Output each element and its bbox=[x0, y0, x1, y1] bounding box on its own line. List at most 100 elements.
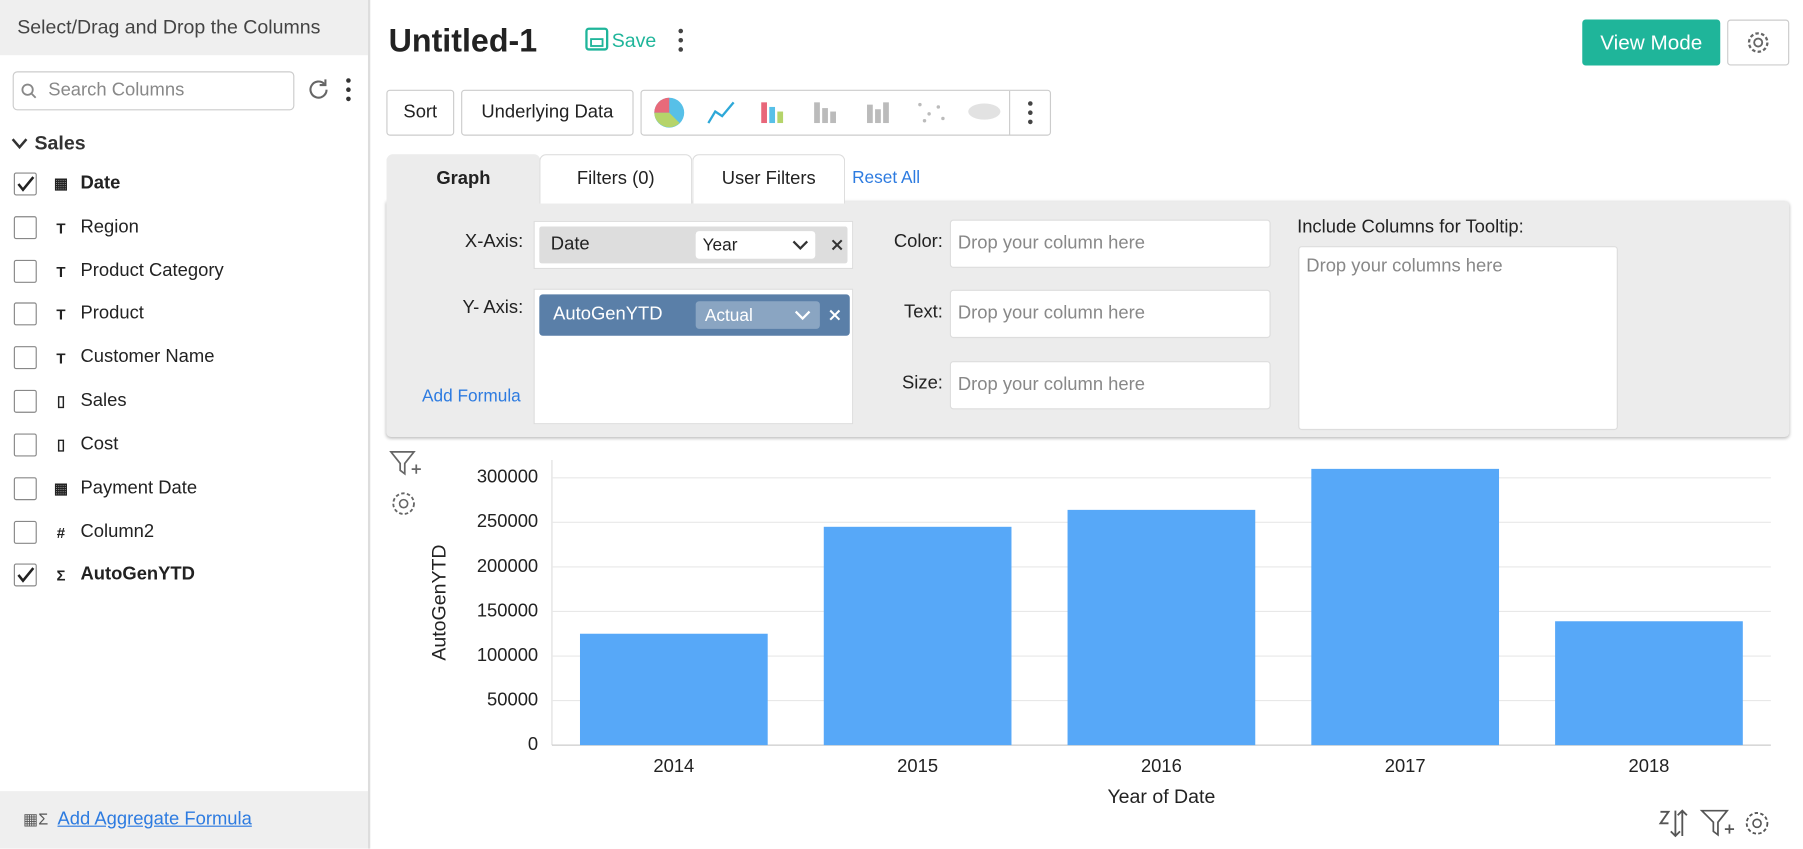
refresh-icon[interactable] bbox=[306, 77, 331, 102]
checkbox[interactable] bbox=[13, 302, 37, 326]
search-box[interactable]: Search Columns bbox=[12, 71, 295, 111]
y-axis-func[interactable]: Actual bbox=[695, 301, 820, 329]
column-name[interactable]: Column2 bbox=[80, 522, 155, 542]
pie-icon[interactable] bbox=[654, 97, 685, 128]
sidebar-header bbox=[0, 0, 368, 56]
column-name[interactable]: Region bbox=[80, 217, 139, 237]
x-axis-func[interactable]: Year bbox=[695, 231, 816, 259]
checkbox[interactable] bbox=[13, 520, 37, 544]
settings-icon[interactable] bbox=[1745, 812, 1769, 835]
footer-link[interactable]: Add Aggregate Formula bbox=[57, 809, 252, 830]
size-drop[interactable]: Drop your column here bbox=[949, 361, 1271, 410]
x-axis-column: Date bbox=[550, 234, 590, 255]
tooltip-drop[interactable]: Drop your columns here bbox=[1298, 246, 1618, 431]
number-icon: # bbox=[56, 523, 66, 542]
chart-settings-icon[interactable] bbox=[392, 492, 415, 515]
y-tick-label: 300000 bbox=[477, 466, 538, 487]
chart-type-icons bbox=[654, 90, 1033, 135]
save-label: Save bbox=[611, 29, 657, 52]
column-name[interactable]: Cost bbox=[80, 434, 119, 455]
bar bbox=[579, 633, 768, 746]
checkbox[interactable] bbox=[13, 433, 37, 457]
remove-icon[interactable] bbox=[829, 309, 841, 321]
tab[interactable]: Filters (0) bbox=[539, 154, 693, 204]
measure-icon: ▯ bbox=[56, 392, 66, 410]
underlying-data-button[interactable]: Underlying Data bbox=[461, 89, 634, 136]
report-title[interactable]: Untitled-1 bbox=[388, 22, 538, 59]
more-icon[interactable] bbox=[1028, 101, 1033, 125]
checkbox[interactable] bbox=[13, 172, 37, 196]
date-icon: ▦ bbox=[53, 174, 69, 193]
text-drop[interactable]: Drop your column here bbox=[949, 289, 1271, 339]
x-tick-label: 2014 bbox=[653, 755, 694, 776]
column-name[interactable]: Product bbox=[80, 303, 144, 324]
column-name[interactable]: Date bbox=[80, 173, 121, 194]
column-name[interactable]: Payment Date bbox=[80, 478, 198, 498]
column-name[interactable]: Product Category bbox=[80, 261, 224, 281]
tooltip-label: Include Columns for Tooltip: bbox=[1297, 217, 1524, 237]
column-name[interactable]: Sales bbox=[80, 390, 127, 411]
size-label: Size: bbox=[902, 373, 943, 394]
y-axis-pill[interactable]: AutoGenYTD Actual bbox=[539, 294, 850, 336]
line-icon[interactable] bbox=[707, 101, 735, 124]
filter-add-icon[interactable] bbox=[1699, 809, 1735, 837]
checkbox[interactable] bbox=[13, 389, 37, 413]
column-name[interactable]: Customer Name bbox=[80, 347, 215, 367]
group-header[interactable]: Sales bbox=[11, 132, 86, 155]
y-tick-label: 250000 bbox=[477, 510, 538, 531]
checkbox[interactable] bbox=[13, 563, 37, 587]
checkmark bbox=[17, 176, 35, 192]
reset-link[interactable]: Reset All bbox=[852, 167, 921, 188]
color-label: Color: bbox=[893, 232, 943, 252]
checkbox[interactable] bbox=[13, 477, 37, 501]
search-icon bbox=[21, 83, 37, 99]
remove-icon[interactable] bbox=[831, 239, 843, 251]
x-tick-label: 2016 bbox=[1141, 755, 1182, 776]
checkbox[interactable] bbox=[13, 346, 37, 370]
gear-icon bbox=[1747, 32, 1769, 53]
sort-icon[interactable] bbox=[1658, 809, 1688, 838]
x-tick-label: 2015 bbox=[897, 755, 938, 776]
checkbox[interactable] bbox=[13, 259, 37, 283]
sort-button[interactable]: Sort bbox=[386, 89, 455, 136]
search-placeholder: Search Columns bbox=[48, 80, 185, 101]
bar bbox=[823, 526, 1012, 746]
formula-icon: Σ bbox=[56, 566, 66, 584]
x-tick-label: 2018 bbox=[1629, 755, 1670, 776]
y-tick-label: 50000 bbox=[487, 688, 538, 709]
chevron bbox=[792, 240, 809, 251]
bar bbox=[1555, 621, 1743, 746]
tab[interactable]: User Filters bbox=[692, 154, 846, 204]
y-tick-label: 0 bbox=[528, 733, 538, 754]
more-icon[interactable] bbox=[345, 77, 352, 102]
save-button[interactable]: Save bbox=[584, 23, 656, 53]
add-formula-link[interactable]: Add Formula bbox=[422, 386, 521, 406]
x-axis-title: Year of Date bbox=[1107, 786, 1215, 808]
chart-bottom-tools bbox=[1658, 809, 1769, 838]
tab[interactable]: Graph bbox=[386, 154, 541, 204]
date-icon: ▦ bbox=[53, 479, 69, 497]
y-axis-label: Y- Axis: bbox=[462, 297, 524, 318]
x-axis-pill[interactable]: Date Year bbox=[539, 226, 848, 264]
filter-add-icon[interactable] bbox=[389, 451, 421, 476]
chevron bbox=[794, 310, 811, 321]
bar-icon[interactable] bbox=[761, 102, 784, 124]
save-icon bbox=[585, 27, 609, 51]
color-drop[interactable]: Drop your column here bbox=[949, 219, 1271, 268]
settings-button[interactable] bbox=[1727, 19, 1790, 66]
y-axis-title: AutoGenYTD bbox=[429, 544, 451, 660]
func-label: Actual bbox=[704, 305, 753, 326]
more-icon[interactable] bbox=[677, 28, 684, 53]
disabled-icons bbox=[814, 102, 1001, 124]
group-name: Sales bbox=[34, 132, 86, 155]
view-mode-button[interactable]: View Mode bbox=[1582, 19, 1721, 66]
y-axis-drop: AutoGenYTD Actual bbox=[533, 288, 854, 425]
checkbox[interactable] bbox=[13, 216, 37, 240]
x-axis-drop: Date Year bbox=[533, 220, 854, 270]
chart-type-bar bbox=[640, 89, 1052, 136]
column-name[interactable]: AutoGenYTD bbox=[80, 564, 195, 585]
text-icon: T bbox=[56, 348, 66, 367]
y-tick-label: 100000 bbox=[477, 644, 538, 665]
